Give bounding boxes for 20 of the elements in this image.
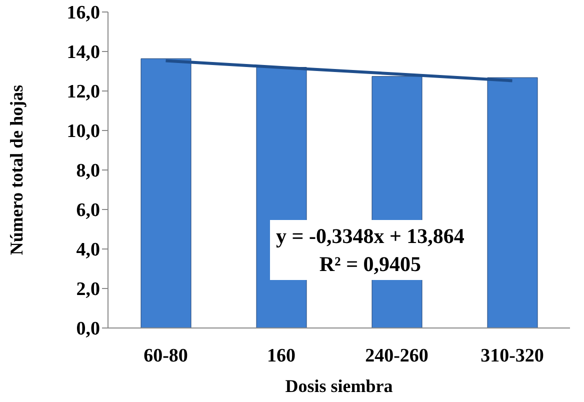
bar bbox=[140, 58, 192, 328]
y-tick-label: 6,0 bbox=[76, 200, 100, 222]
y-tick-label: 0,0 bbox=[76, 318, 100, 340]
line-series bbox=[164, 59, 514, 82]
y-tick-label: 14,0 bbox=[66, 42, 100, 64]
x-tick-label: 240-260 bbox=[365, 345, 428, 366]
annotation: y = -0,3348x + 13,864 bbox=[276, 223, 464, 250]
y-tick-label: 10,0 bbox=[66, 121, 100, 142]
x-tick-label: 310-320 bbox=[480, 345, 544, 366]
x-axis-title: Dosis siembra bbox=[285, 376, 393, 396]
y-tick-label: 16,0 bbox=[66, 2, 100, 24]
annotation: R² = 0,9405 bbox=[318, 251, 422, 278]
y-tick-label: 12,0 bbox=[66, 82, 100, 103]
y-tick-label: 2,0 bbox=[76, 279, 100, 300]
y-axis-title: Número total de hojas bbox=[6, 84, 26, 256]
x-tick-label: 160 bbox=[267, 345, 296, 366]
y-tick-label: 8,0 bbox=[76, 160, 100, 182]
x-tick-label: 60-80 bbox=[144, 345, 188, 366]
y-tick-label: 4,0 bbox=[76, 240, 100, 261]
bar bbox=[487, 77, 538, 328]
